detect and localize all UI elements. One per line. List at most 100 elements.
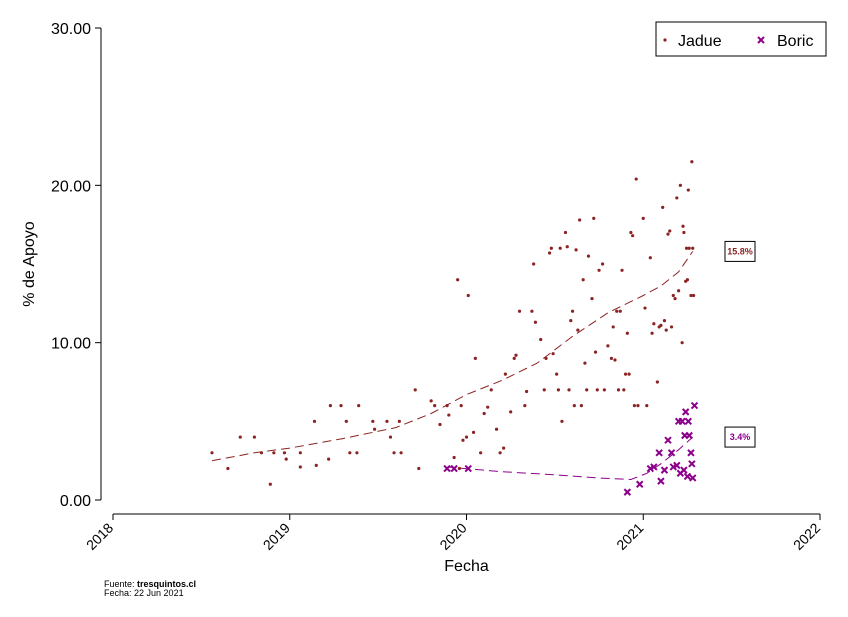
y-axis-title: % de Apoyo [21, 221, 38, 307]
jadue-point [668, 229, 672, 233]
jadue-point [691, 246, 695, 250]
jadue-point [625, 331, 629, 335]
boric-point [689, 474, 697, 482]
jadue-point [413, 388, 417, 392]
jadue-point [645, 404, 649, 408]
boric-point [636, 480, 644, 488]
jadue-point [659, 323, 663, 327]
jadue-point [579, 404, 583, 408]
jadue-point [684, 246, 689, 250]
jadue-point [503, 372, 507, 376]
jadue-point [328, 404, 333, 408]
jadue-point [576, 328, 580, 332]
date-label: Fecha: [104, 588, 132, 598]
jadue-point [284, 457, 288, 461]
jadue-point [438, 422, 442, 427]
jadue-point [392, 451, 396, 455]
jadue-point [523, 404, 527, 408]
jadue-annotation-label: 15.8% [727, 246, 753, 256]
jadue-point [690, 160, 694, 164]
jadue-point [210, 451, 214, 455]
boric-point [680, 466, 688, 474]
y-tick-label: 0.00 [60, 493, 91, 510]
jadue-point [547, 251, 552, 255]
jadue-point [595, 388, 599, 392]
x-tick-label: 2020 [436, 519, 469, 552]
jadue-point [689, 293, 693, 298]
boric-point [684, 417, 693, 426]
jadue-point [622, 388, 626, 392]
axes: 0.00 10.00 20.00 30.00 2018 2019 2020 2021 2022 F… [21, 21, 823, 575]
jadue-point [533, 320, 538, 324]
jadue-point [555, 372, 559, 376]
jadue-point [388, 435, 393, 439]
jadue-point [385, 419, 389, 423]
x-tick-label: 2019 [260, 519, 293, 552]
jadue-point [371, 419, 375, 423]
jadue-point [631, 234, 635, 238]
x-tick-label: 2021 [613, 519, 646, 552]
date-value: 22 Jun 2021 [134, 588, 184, 598]
jadue-point [606, 344, 610, 348]
jadue-point [447, 413, 451, 417]
jadue-point [327, 457, 331, 461]
jadue-point [312, 419, 317, 423]
boric-point [681, 408, 690, 416]
trend-lines [211, 251, 694, 481]
jadue-point [429, 399, 433, 403]
jadue-point [567, 388, 571, 392]
boric-point [464, 464, 472, 473]
boric-point [657, 477, 665, 485]
jadue-point [602, 388, 606, 392]
jadue-point [662, 319, 667, 323]
jadue-point [282, 451, 287, 455]
boric-point [450, 464, 458, 473]
jadue-point [565, 245, 569, 249]
jadue-point [673, 297, 677, 301]
jadue-point [226, 466, 230, 471]
boric-annotation-label: 3.4% [730, 432, 751, 442]
jadue-point [666, 232, 670, 236]
boric-point [687, 449, 695, 457]
jadue-point [558, 246, 562, 250]
jadue-point [643, 306, 647, 310]
jadue-point [569, 319, 573, 323]
jadue-point [473, 356, 477, 360]
jadue-point [613, 358, 617, 362]
jadue-point [675, 196, 679, 200]
jadue-point [682, 230, 686, 235]
jadue-point [542, 388, 546, 392]
jadue-point [348, 451, 352, 455]
jadue-point [524, 389, 529, 394]
jadue-point [551, 352, 555, 356]
jadue-point [574, 248, 578, 252]
jadue-point [339, 404, 343, 408]
jadue-point [298, 451, 302, 455]
jadue-point [634, 177, 638, 181]
legend-jadue-label: Jadue [678, 33, 722, 50]
jadue-point [581, 278, 585, 282]
jadue-point [641, 216, 645, 220]
jadue-point [314, 463, 318, 467]
source-label: Fuente: [104, 579, 135, 589]
source-note: Fuente: tresquintos.cl Fecha: 22 Jun 202… [104, 580, 196, 598]
jadue-annotation-box [724, 240, 756, 262]
jadue-point [252, 435, 256, 439]
jadue-point [355, 451, 359, 455]
jadue-point [445, 404, 449, 408]
jadue-point [512, 356, 516, 360]
jadue-point [539, 337, 543, 342]
jadue-point [669, 325, 674, 329]
jadue-point [600, 262, 605, 266]
jadue-point [544, 356, 548, 360]
jadue-point [616, 388, 621, 392]
boric-point [685, 431, 693, 440]
legend-box [655, 21, 827, 57]
jadue-point [677, 289, 681, 293]
jadue-point [466, 293, 470, 298]
jadue-point [578, 218, 582, 222]
jadue-point [664, 328, 668, 332]
jadue-point [572, 404, 576, 408]
legend-jadue-marker [663, 38, 667, 42]
jadue-point [461, 438, 465, 442]
